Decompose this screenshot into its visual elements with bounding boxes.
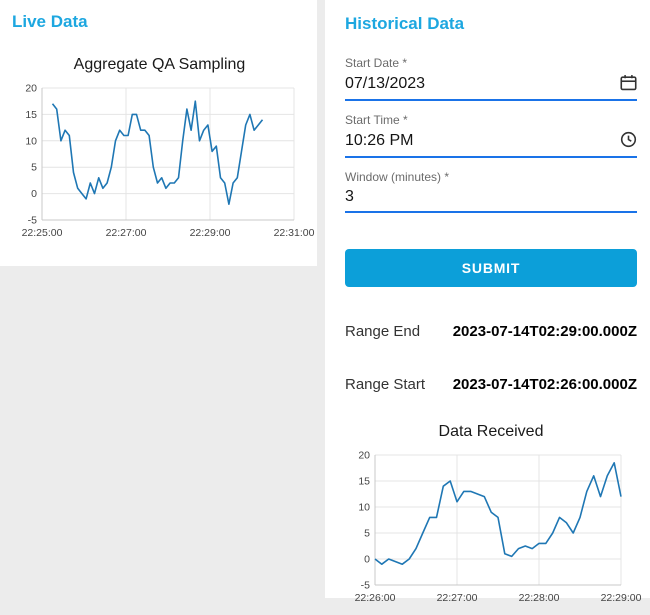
- historical-data-heading: Historical Data: [345, 14, 465, 33]
- start-time-field: Start Time *: [345, 113, 637, 158]
- svg-text:0: 0: [364, 554, 370, 566]
- range-start-label: Range Start: [345, 376, 426, 393]
- svg-text:10: 10: [25, 135, 37, 147]
- live-data-panel: Live Data Aggregate QA Sampling -5 0 5 10 15…: [0, 0, 317, 266]
- svg-text:22:29:00: 22:29:00: [601, 592, 642, 604]
- data-received-title: Data Received: [438, 423, 544, 440]
- start-time-label: Start Time *: [345, 113, 408, 127]
- calendar-icon: [620, 74, 637, 94]
- historical-data-form: Start Date *: [345, 56, 637, 287]
- clock-icon: [620, 131, 637, 151]
- svg-text:22:27:00: 22:27:00: [437, 592, 478, 604]
- start-date-input[interactable]: [345, 75, 614, 93]
- svg-text:-5: -5: [28, 215, 37, 227]
- range-end-row: Range End 2023-07-14T02:29:00.000Z: [345, 323, 637, 340]
- range-end-value: 2023-07-14T02:29:00.000Z: [452, 323, 637, 340]
- svg-text:0: 0: [31, 188, 37, 200]
- svg-text:22:29:00: 22:29:00: [190, 227, 231, 239]
- start-time-input[interactable]: [345, 132, 614, 150]
- window-minutes-label: Window (minutes) *: [345, 170, 450, 184]
- svg-text:22:26:00: 22:26:00: [355, 592, 396, 604]
- range-start-value: 2023-07-14T02:26:00.000Z: [452, 376, 637, 393]
- svg-text:20: 20: [25, 83, 37, 95]
- window-minutes-row: [345, 184, 637, 213]
- data-received-plot: -5 0 5 10 15 20 22:26:00 22:27:00 22:28:00 22:29:…: [355, 450, 642, 605]
- svg-text:22:28:00: 22:28:00: [519, 592, 560, 604]
- svg-text:15: 15: [25, 109, 37, 121]
- clock-button[interactable]: [614, 131, 637, 151]
- svg-text:15: 15: [358, 476, 370, 488]
- svg-text:20: 20: [358, 450, 370, 462]
- start-date-field: Start Date *: [345, 56, 637, 101]
- svg-text:22:25:00: 22:25:00: [22, 227, 63, 239]
- calendar-button[interactable]: [614, 74, 637, 94]
- live-chart-title: Aggregate QA Sampling: [73, 56, 246, 73]
- start-time-row: [345, 127, 637, 158]
- historical-data-panel: Historical Data Start Date *: [325, 0, 650, 604]
- range-start-row: Range Start 2023-07-14T02:26:00.000Z: [345, 376, 637, 393]
- svg-text:5: 5: [364, 528, 370, 540]
- svg-text:-5: -5: [361, 580, 370, 592]
- window-minutes-field: Window (minutes) *: [345, 170, 637, 213]
- live-chart-plot: -5 0 5 10 15 20 22:25:00 22:27:00 22:29:00 22:31:…: [22, 83, 315, 240]
- svg-text:22:27:00: 22:27:00: [106, 227, 147, 239]
- svg-text:5: 5: [31, 162, 37, 174]
- range-end-label: Range End: [345, 323, 421, 340]
- window-minutes-input[interactable]: [345, 188, 637, 206]
- svg-text:10: 10: [358, 502, 370, 514]
- svg-text:22:31:00: 22:31:00: [274, 227, 315, 239]
- live-data-chart: Aggregate QA Sampling -5 0 5 10 15 20 22:25:00…: [12, 56, 315, 250]
- start-date-row: [345, 70, 637, 101]
- live-data-heading: Live Data: [12, 12, 88, 31]
- start-date-label: Start Date *: [345, 56, 408, 70]
- submit-button[interactable]: SUBMIT: [345, 249, 637, 287]
- data-received-chart: Data Received -5 0 5 10 15 20 22:26:00 22:27:00…: [345, 423, 642, 615]
